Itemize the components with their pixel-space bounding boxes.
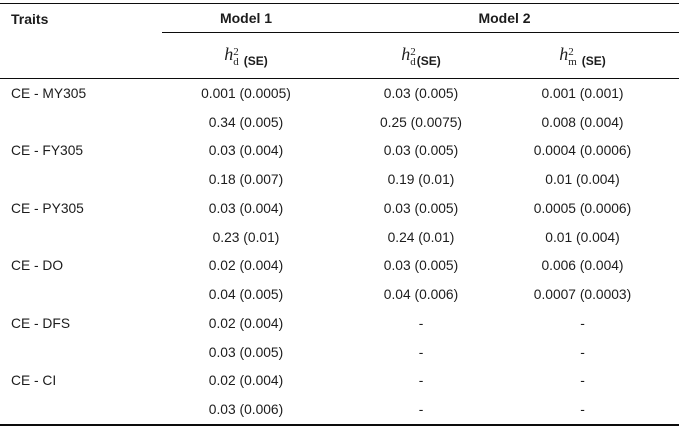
h-symbol-superscript: 2 [568,46,574,58]
model2-hd2-cell: 0.24 (0.01) [387,229,455,245]
model2-column-header: Model 2 [330,3,679,33]
h-symbol-superscript: 2 [233,46,239,58]
model2-hd2-cell: - [418,373,424,389]
model2-hm2-cell: 0.0007 (0.0003) [533,287,632,303]
trait-cell [0,108,162,137]
trait-cell [0,280,162,309]
model2-hd2-header: h 2 d (SE) [330,32,512,79]
model2-hd2-cell: - [418,402,424,418]
model-header-row: Traits Model 1 Model 2 [0,3,679,79]
model1-column-header: Model 1 [162,3,330,33]
h-symbol-subscript: d [233,56,239,68]
model1-hd2-cell: 0.02 (0.004) [208,315,284,331]
model2-hd2-cell: 0.03 (0.005) [383,258,459,274]
se-label: (SE) [243,54,268,68]
model2-hd2-cell: 0.04 (0.006) [383,287,459,303]
model2-hd2-cell: 0.03 (0.005) [383,85,459,101]
subcolumn-header-row: h 2 d (SE) h 2 d (SE) h 2 m (SE) [0,32,679,79]
table-row: CE - DO 0.02 (0.004) 0.03 (0.005) 0.006 (0.… [0,252,679,281]
table-body: CE - MY305 0.001 (0.0005) 0.03 (0.005) 0.00… [0,79,679,426]
model1-hd2-cell: 0.03 (0.004) [208,143,284,159]
model1-hd2-cell: 0.18 (0.007) [208,172,284,188]
model1-hd2-cell: 0.001 (0.0005) [201,85,291,101]
trait-cell [0,223,162,252]
table-row: CE - CI 0.02 (0.004) - - [0,367,679,396]
model1-hd2-cell: 0.04 (0.005) [208,287,284,303]
model2-hm2-cell: 0.001 (0.001) [541,85,624,101]
h-symbol-base: h [559,44,569,64]
model2-hm2-cell: - [580,373,585,389]
table-row: 0.04 (0.005) 0.04 (0.006) 0.0007 (0.0003) [0,280,679,309]
model2-hm2-cell: 0.0005 (0.0006) [533,200,632,216]
model2-hm2-cell: 0.006 (0.004) [541,258,624,274]
model2-hd2-cell: 0.25 (0.0075) [379,114,463,130]
heritability-table: Traits Model 1 Model 2 h 2 d (SE) h 2 d (SE) h… [0,3,679,426]
model1-hd2-cell: 0.03 (0.005) [208,344,284,360]
h-symbol-superscript: 2 [410,46,416,58]
traits-column-header: Traits [0,3,162,79]
table-row: 0.03 (0.005) - - [0,338,679,367]
model2-hm2-cell: 0.01 (0.004) [545,172,620,188]
h-symbol-base: h [401,44,411,64]
h-symbol-subscript: m [568,56,577,68]
trait-cell [0,165,162,194]
model2-hd2-cell: - [418,315,424,331]
table-row: CE - PY305 0.03 (0.004) 0.03 (0.005) 0.0005… [0,194,679,223]
table-row: 0.18 (0.007) 0.19 (0.01) 0.01 (0.004) [0,165,679,194]
model2-hm2-cell: - [580,402,585,418]
h-symbol-subscript: d [410,56,416,68]
table-row: 0.23 (0.01) 0.24 (0.01) 0.01 (0.004) [0,223,679,252]
table-row: CE - FY305 0.03 (0.004) 0.03 (0.005) 0.0004… [0,137,679,166]
trait-cell: CE - DO [11,258,64,274]
model1-hd2-cell: 0.23 (0.01) [212,229,280,245]
trait-cell [0,395,162,425]
model2-hd2-cell: 0.19 (0.01) [387,172,455,188]
trait-cell: CE - PY305 [11,200,84,216]
se-label: (SE) [416,54,441,68]
model2-hd2-cell: 0.03 (0.005) [383,143,459,159]
model1-hd2-cell: 0.02 (0.004) [208,258,284,274]
model2-hm2-header: h 2 m (SE) [512,32,679,79]
model2-hd2-cell: - [418,344,424,360]
table-row: CE - DFS 0.02 (0.004) - - [0,309,679,338]
table-header: Traits Model 1 Model 2 h 2 d (SE) h 2 d (SE) h… [0,3,679,79]
trait-cell: CE - MY305 [11,85,87,101]
trait-cell: CE - DFS [11,315,71,331]
model2-hm2-cell: - [580,315,585,331]
model2-hm2-cell: - [580,344,585,360]
table-row: 0.03 (0.006) - - [0,395,679,425]
table-row: CE - MY305 0.001 (0.0005) 0.03 (0.005) 0.00… [0,79,679,108]
h-symbol-base: h [224,44,234,64]
model2-hm2-cell: 0.0004 (0.0006) [533,143,632,159]
model1-hd2-cell: 0.02 (0.004) [208,373,284,389]
model2-hd2-cell: 0.03 (0.005) [383,200,459,216]
model1-hd2-header: h 2 d (SE) [162,32,330,79]
model1-hd2-cell: 0.34 (0.005) [208,114,284,130]
table-row: 0.34 (0.005) 0.25 (0.0075) 0.008 (0.004) [0,108,679,137]
model1-hd2-cell: 0.03 (0.006) [208,402,284,418]
trait-cell: CE - CI [11,373,57,389]
model2-hm2-cell: 0.008 (0.004) [541,114,624,130]
model1-hd2-cell: 0.03 (0.004) [208,200,284,216]
trait-cell: CE - FY305 [11,143,84,159]
trait-cell [0,338,162,367]
model2-hm2-cell: 0.01 (0.004) [545,229,620,245]
se-label: (SE) [581,54,606,68]
